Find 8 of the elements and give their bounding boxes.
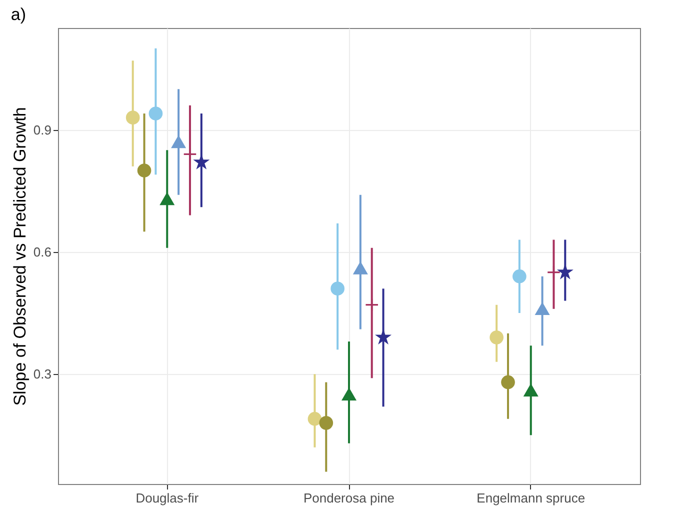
x-tick-label: Douglas-fir <box>136 490 200 506</box>
chart-title: a) <box>10 5 26 24</box>
y-tick-label: 0.6 <box>33 244 52 260</box>
y-axis-title: Slope of Observed vs Predicted Growth <box>10 107 30 406</box>
y-tick-label: 0.9 <box>33 122 52 138</box>
x-tick-label: Ponderosa pine <box>303 490 395 506</box>
y-tick-label: 0.3 <box>33 366 52 382</box>
x-tick-label: Engelmann spruce <box>476 490 586 506</box>
